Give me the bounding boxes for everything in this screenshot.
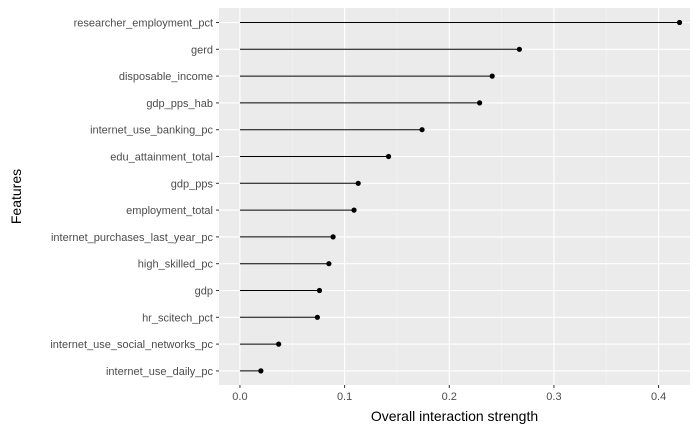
lollipop-point <box>326 261 332 267</box>
lollipop-point <box>276 341 282 347</box>
y-tick-label: researcher_employment_pct <box>74 18 213 30</box>
y-tick-label: edu_attainment_total <box>110 152 213 164</box>
lollipop-point <box>314 314 320 320</box>
x-tick-label: 0.1 <box>337 391 352 403</box>
lollipop-point <box>516 46 522 52</box>
y-tick-label: gdp <box>195 286 213 298</box>
lollipop-point <box>385 153 392 160</box>
y-tick-label: internet_use_banking_pc <box>90 125 213 137</box>
lollipop-point <box>330 234 336 240</box>
x-tick-label: 0.4 <box>651 391 666 403</box>
y-tick-label: internet_use_daily_pc <box>106 366 214 378</box>
y-tick-label: gdp_pps <box>171 178 214 190</box>
y-tick-label: gdp_pps_hab <box>146 98 213 110</box>
y-tick-label: employment_total <box>126 205 213 217</box>
x-tick-label: 0.0 <box>232 391 247 403</box>
y-tick-label: internet_purchases_last_year_pc <box>51 232 214 244</box>
x-tick-label: 0.3 <box>546 391 561 403</box>
lollipop-point <box>477 100 483 106</box>
y-tick-label: high_skilled_pc <box>138 259 214 271</box>
y-axis-title: Features <box>8 169 24 224</box>
x-tick-label: 0.2 <box>442 391 457 403</box>
lollipop-point <box>355 180 361 186</box>
y-tick-label: gerd <box>191 44 213 56</box>
y-tick-label: hr_scitech_pct <box>142 312 213 324</box>
lollipop-point <box>258 368 264 374</box>
lollipop-point <box>316 287 323 294</box>
y-tick-label: disposable_income <box>119 71 213 83</box>
x-axis-title: Overall interaction strength <box>371 408 538 424</box>
data-marks <box>239 19 683 374</box>
lollipop-point <box>419 127 425 133</box>
lollipop-point <box>351 207 357 213</box>
lollipop-point <box>676 19 683 26</box>
y-tick-label: internet_use_social_networks_pc <box>50 339 213 351</box>
lollipop-point <box>489 73 495 79</box>
x-axis-ticks: 0.0 0.1 0.2 0.3 0.4 <box>232 385 666 403</box>
plot-panel <box>219 8 690 385</box>
